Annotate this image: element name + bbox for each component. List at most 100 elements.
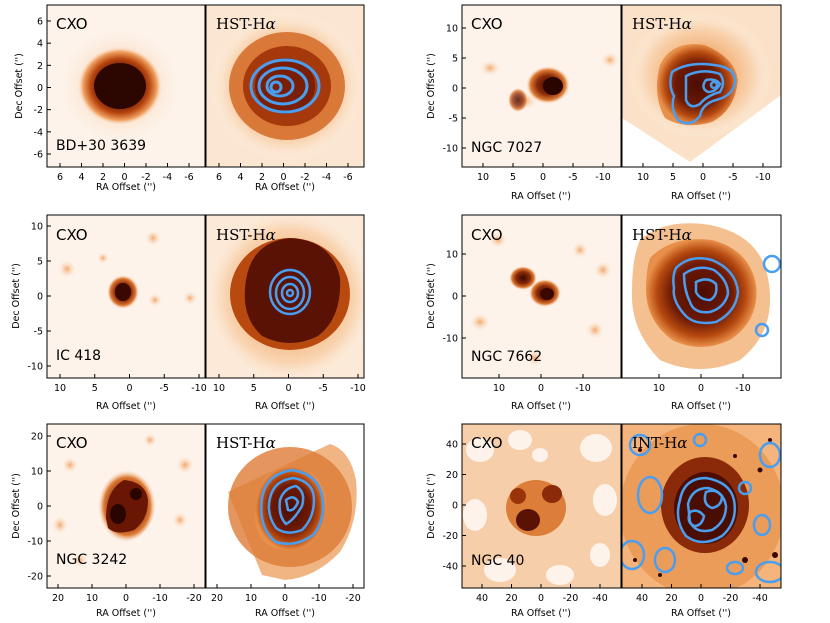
y-tick-label: 20 bbox=[31, 432, 43, 443]
y-tick-label: 0 bbox=[452, 501, 458, 512]
y-tick-label: 4 bbox=[37, 39, 43, 50]
yaxis-title: Dec Offset ('') bbox=[14, 53, 25, 119]
xray-image-ngc7662 bbox=[462, 215, 621, 378]
svg-text:HST-Hα: HST-Hα bbox=[632, 226, 692, 244]
x-tick-label: -5 bbox=[160, 383, 169, 394]
optical-greek: α bbox=[266, 434, 276, 452]
xray-image-ic418 bbox=[47, 215, 205, 378]
xray-image-ngc3242 bbox=[47, 424, 205, 588]
x-tick-label: 4 bbox=[237, 172, 243, 183]
optical-image-ngc40 bbox=[622, 424, 781, 588]
y-tick-label: -20 bbox=[442, 531, 458, 542]
x-tick-label: -20 bbox=[345, 593, 361, 604]
xray-label: CXO bbox=[471, 434, 503, 452]
x-tick-label: 40 bbox=[636, 593, 648, 604]
xray-image-ngc40 bbox=[462, 424, 621, 588]
x-tick-label: -5 bbox=[319, 383, 328, 394]
x-tick-label: 0 bbox=[698, 383, 704, 394]
optical-label: HST-H bbox=[216, 15, 266, 33]
x-tick-label: 0 bbox=[121, 172, 127, 183]
x-tick-label: 0 bbox=[285, 383, 291, 394]
y-tick-label: -5 bbox=[449, 114, 458, 125]
optical-greek: α bbox=[266, 15, 276, 33]
x-tick-label: -6 bbox=[184, 172, 193, 183]
optical-greek: α bbox=[266, 226, 276, 244]
x-tick-label: 0 bbox=[282, 593, 288, 604]
panel-bd30-3639: CXO HST-Hα BD+30 3639 6 4 2 0 -2 -4 -6 6 4 2 0 -2 -4… bbox=[14, 4, 365, 193]
y-tick-label: -6 bbox=[34, 150, 43, 161]
svg-text:HST-Hα: HST-Hα bbox=[216, 15, 276, 33]
optical-greek: α bbox=[682, 15, 692, 33]
x-tick-label: 0 bbox=[538, 593, 544, 604]
optical-image-ngc7662 bbox=[622, 215, 781, 378]
yaxis-title: Dec Offset ('') bbox=[426, 53, 437, 119]
object-name: IC 418 bbox=[56, 348, 101, 364]
svg-text:HST-Hα: HST-Hα bbox=[216, 434, 276, 452]
x-tick-label: 20 bbox=[665, 593, 677, 604]
x-tick-label: -10 bbox=[735, 383, 751, 394]
xray-label: CXO bbox=[56, 15, 88, 33]
optical-greek: α bbox=[682, 226, 692, 244]
optical-greek: α bbox=[677, 434, 687, 452]
x-tick-label: -20 bbox=[723, 593, 739, 604]
y-tick-label: 0 bbox=[37, 83, 43, 94]
object-name: NGC 7662 bbox=[471, 349, 542, 365]
x-tick-label: 10 bbox=[477, 172, 489, 183]
x-tick-label: 10 bbox=[54, 383, 66, 394]
x-tick-label: 0 bbox=[126, 383, 132, 394]
y-tick-label: 10 bbox=[31, 222, 43, 233]
panel-ic418: CXO HST-Hα IC 418 10 5 0 -5 -10 10 5 0 -5 -10 10 5… bbox=[11, 214, 366, 412]
x-tick-label: -20 bbox=[563, 593, 579, 604]
object-name: NGC 7027 bbox=[471, 140, 542, 156]
xray-label: CXO bbox=[471, 15, 503, 33]
x-tick-label: -20 bbox=[186, 593, 202, 604]
y-tick-label: -20 bbox=[27, 572, 43, 583]
xray-image-bd30 bbox=[47, 5, 205, 167]
y-tick-label: -40 bbox=[442, 562, 458, 573]
x-tick-label: -10 bbox=[755, 172, 771, 183]
y-tick-label: 10 bbox=[446, 24, 458, 35]
contours-bd30 bbox=[249, 58, 321, 114]
y-tick-label: 0 bbox=[452, 292, 458, 303]
optical-image-bd30 bbox=[206, 5, 364, 167]
y-tick-label: -10 bbox=[442, 334, 458, 345]
optical-label: HST-H bbox=[216, 226, 266, 244]
x-tick-label: 10 bbox=[213, 383, 225, 394]
xaxis-title: RA Offset ('') bbox=[671, 401, 731, 412]
x-tick-label: 10 bbox=[653, 383, 665, 394]
star-field bbox=[633, 438, 778, 577]
contours-ngc7662 bbox=[672, 254, 781, 338]
contours-ngc7027 bbox=[669, 62, 737, 125]
contours-ngc40 bbox=[622, 432, 781, 584]
x-tick-label: 4 bbox=[78, 172, 84, 183]
x-tick-label: 0 bbox=[540, 172, 546, 183]
y-tick-label: -10 bbox=[27, 362, 43, 373]
contours-ngc3242 bbox=[260, 468, 325, 545]
x-tick-label: -5 bbox=[568, 172, 577, 183]
yaxis-title: Dec Offset ('') bbox=[426, 473, 437, 539]
x-tick-label: 5 bbox=[251, 383, 257, 394]
y-tick-label: 10 bbox=[446, 250, 458, 261]
object-name: NGC 40 bbox=[471, 553, 524, 569]
panel-ngc7027: CXO HST-Hα NGC 7027 10 5 0 -5 -10 10 5 0 -5 -10 1… bbox=[426, 4, 782, 202]
x-tick-label: 10 bbox=[86, 593, 98, 604]
svg-text:HST-Hα: HST-Hα bbox=[632, 15, 692, 33]
x-tick-label: -10 bbox=[575, 383, 591, 394]
x-tick-label: 5 bbox=[670, 172, 676, 183]
contours-ic418 bbox=[268, 268, 312, 316]
x-tick-label: -10 bbox=[311, 593, 327, 604]
x-tick-label: -10 bbox=[152, 593, 168, 604]
optical-image-ic418 bbox=[206, 215, 364, 378]
y-tick-label: 5 bbox=[37, 257, 43, 268]
object-name: BD+30 3639 bbox=[56, 138, 146, 154]
xaxis-title: RA Offset ('') bbox=[671, 608, 731, 619]
xray-label: CXO bbox=[56, 226, 88, 244]
svg-text:INT-Hα: INT-Hα bbox=[632, 434, 687, 452]
xaxis-title: RA Offset ('') bbox=[96, 401, 156, 412]
x-tick-label: -4 bbox=[163, 172, 172, 183]
x-tick-label: 0 bbox=[280, 172, 286, 183]
optical-image-ngc3242 bbox=[206, 424, 364, 588]
optical-label: INT-H bbox=[632, 434, 677, 452]
x-tick-label: -10 bbox=[350, 383, 366, 394]
xaxis-title: RA Offset ('') bbox=[511, 401, 571, 412]
